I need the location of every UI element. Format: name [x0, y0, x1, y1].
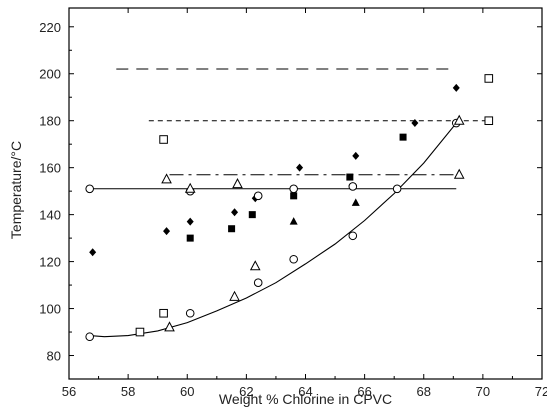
- x-tick-label: 68: [417, 384, 431, 399]
- x-tick-label: 60: [180, 384, 194, 399]
- data-point-open-circle: [253, 278, 263, 288]
- x-tick-label: 64: [298, 384, 312, 399]
- data-point-open-circle: [289, 184, 298, 194]
- y-tick-label: 120: [39, 255, 61, 270]
- x-tick-label: 72: [535, 384, 547, 399]
- data-point-open-square: [484, 74, 494, 83]
- data-point-filled-square: [346, 173, 354, 181]
- data-point-filled-square: [186, 234, 194, 242]
- y-tick-label: 220: [39, 20, 61, 35]
- y-tick-label: 180: [39, 114, 61, 129]
- data-point-filled-square: [228, 225, 236, 233]
- data-point-filled-diamond: [352, 151, 360, 160]
- data-point-filled-diamond: [296, 163, 304, 172]
- data-point-filled-diamond: [186, 217, 194, 226]
- data-point-open-circle: [185, 308, 195, 318]
- data-point-open-triangle: [161, 173, 172, 184]
- x-axis: 56 58 60 62 64 66 68 70 72: [62, 8, 547, 399]
- data-point-filled-diamond: [411, 119, 419, 128]
- data-point-open-circle: [392, 184, 402, 194]
- data-point-filled-diamond: [89, 248, 97, 257]
- data-point-open-circle: [85, 332, 94, 342]
- data-point-filled-square: [399, 133, 407, 141]
- data-point-filled-diamond: [452, 83, 460, 92]
- data-point-filled-square: [290, 192, 298, 200]
- fit-curve: [89, 122, 457, 338]
- x-tick-label: 70: [476, 384, 490, 399]
- y-axis-label: Temperature/°C: [8, 141, 24, 239]
- y-tick-label: 100: [39, 302, 61, 317]
- y-tick-label: 80: [47, 349, 61, 364]
- data-point-open-triangle: [249, 260, 261, 271]
- data-point-open-square: [484, 116, 494, 126]
- data-point-open-triangle: [453, 168, 465, 179]
- data-point-open-circle: [253, 191, 263, 201]
- y-tick-label: 140: [39, 208, 61, 223]
- x-tick-label: 66: [357, 384, 371, 399]
- y-tick-label: 200: [39, 67, 61, 82]
- y-tick-label: 160: [39, 161, 61, 176]
- data-point-open-circle: [289, 254, 298, 264]
- x-tick-label: 62: [239, 384, 253, 399]
- data-point-open-square: [159, 308, 168, 318]
- data-point-filled-square: [248, 211, 256, 219]
- data-point-open-triangle: [229, 290, 240, 301]
- data-point-open-square: [159, 135, 168, 144]
- data-point-filled-diamond: [163, 227, 171, 236]
- data-points: [85, 74, 494, 342]
- data-point-filled-diamond: [231, 208, 239, 217]
- data-point-filled-triangle: [289, 217, 298, 225]
- plot-frame: [68, 7, 543, 380]
- data-point-open-triangle: [184, 182, 196, 193]
- data-point-open-circle: [348, 231, 358, 241]
- data-point-open-circle: [348, 182, 358, 191]
- data-point-open-square: [135, 327, 145, 337]
- data-point-open-circle: [85, 184, 94, 194]
- x-tick-label: 58: [121, 384, 135, 399]
- data-point-open-triangle: [164, 321, 175, 332]
- reference-lines: [89, 68, 486, 190]
- data-point-open-triangle: [232, 178, 243, 189]
- x-axis-label: Weight % Chlorine in CPVC: [219, 391, 392, 407]
- data-point-open-triangle: [453, 114, 465, 125]
- data-point-filled-triangle: [351, 198, 360, 206]
- x-tick-label: 56: [62, 384, 76, 399]
- y-axis: 80 100 120 140 160 180 200 220: [39, 20, 542, 364]
